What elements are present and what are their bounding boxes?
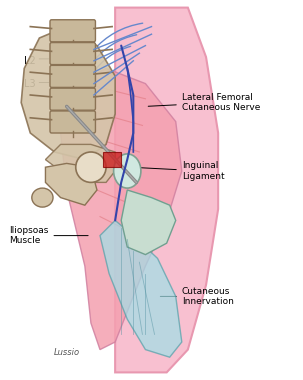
Text: L3: L3 xyxy=(24,79,36,89)
Ellipse shape xyxy=(76,152,106,182)
Text: Cutaneous
Innervation: Cutaneous Innervation xyxy=(160,287,234,306)
Text: Iliopsoas
Muscle: Iliopsoas Muscle xyxy=(9,226,88,245)
Bar xyxy=(103,152,121,167)
FancyBboxPatch shape xyxy=(50,20,95,42)
Text: Inguinal
Ligament: Inguinal Ligament xyxy=(133,161,225,181)
FancyBboxPatch shape xyxy=(50,43,95,65)
Polygon shape xyxy=(121,190,176,255)
Text: Lussio: Lussio xyxy=(54,348,80,357)
FancyBboxPatch shape xyxy=(50,65,95,87)
Polygon shape xyxy=(115,8,218,372)
Ellipse shape xyxy=(32,188,53,207)
Text: Lateral Femoral
Cutaneous Nerve: Lateral Femoral Cutaneous Nerve xyxy=(148,93,260,112)
Ellipse shape xyxy=(114,154,141,188)
Polygon shape xyxy=(21,27,115,160)
Polygon shape xyxy=(45,144,115,182)
Polygon shape xyxy=(45,163,97,205)
Text: L2: L2 xyxy=(24,56,36,66)
FancyBboxPatch shape xyxy=(50,111,95,133)
FancyBboxPatch shape xyxy=(50,88,95,110)
Polygon shape xyxy=(100,220,182,357)
Polygon shape xyxy=(61,68,182,350)
